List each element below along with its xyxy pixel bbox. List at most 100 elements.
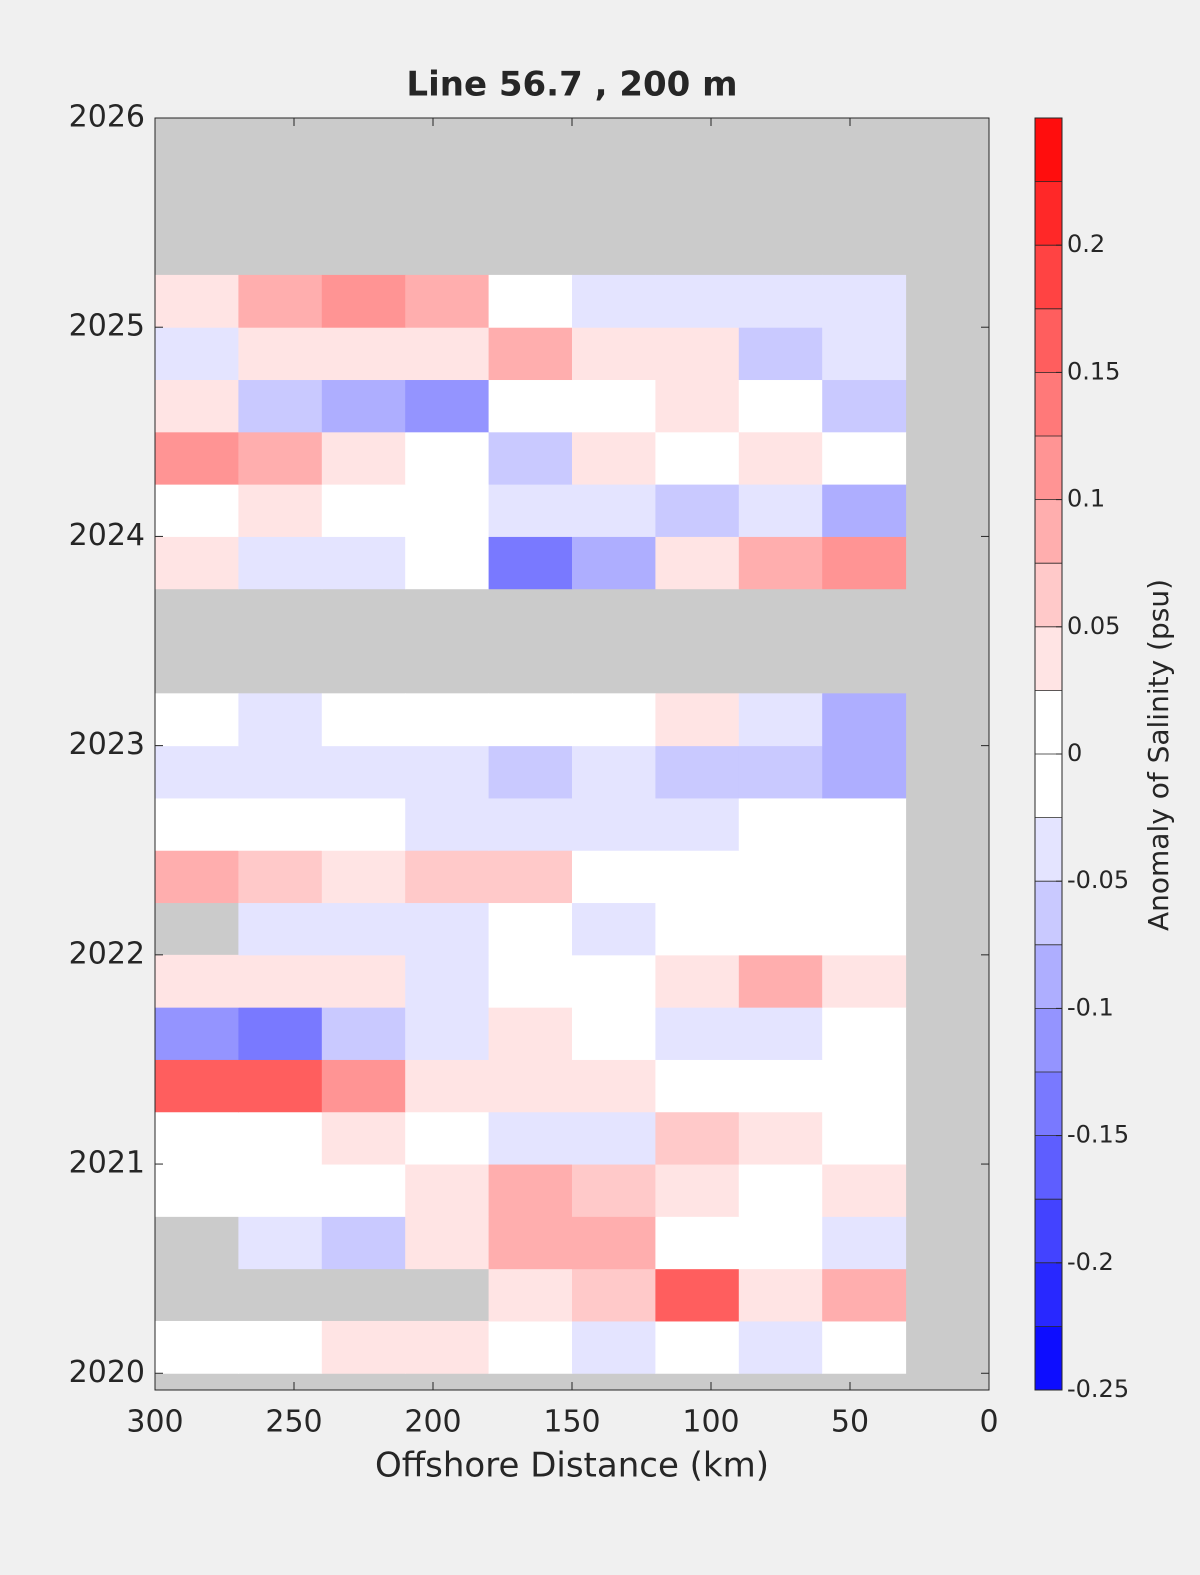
- colorbar-tick-label: -0.1: [1067, 993, 1114, 1021]
- contour-cell: [655, 379, 740, 433]
- contour-cell: [655, 1268, 740, 1322]
- contour-cell: [572, 1059, 656, 1113]
- contour-cell: [238, 1111, 323, 1165]
- colorbar-swatch: [1035, 499, 1062, 564]
- contour-cell: [405, 274, 490, 328]
- contour-cell: [238, 1164, 323, 1217]
- colorbar-swatch: [1035, 563, 1062, 628]
- contour-cell: [238, 379, 323, 433]
- contour-cell: [655, 693, 740, 747]
- contour-cell: [655, 431, 740, 485]
- contour-cell: [321, 1111, 406, 1165]
- contour-cell: [238, 1059, 323, 1113]
- contour-cell: [155, 797, 239, 851]
- contour-cell: [238, 484, 323, 537]
- contour-cell: [822, 379, 907, 433]
- contour-cell: [655, 484, 740, 537]
- x-axis-label: Offshore Distance (km): [375, 1446, 769, 1486]
- contour-cell: [488, 327, 573, 381]
- contour-cell: [655, 1059, 740, 1113]
- contour-cell: [738, 954, 823, 1008]
- contour-cell: [738, 850, 823, 904]
- contour-cell: [738, 1059, 823, 1113]
- contour-cell: [655, 327, 740, 381]
- contour-cell: [405, 954, 490, 1008]
- contour-cell: [405, 902, 490, 956]
- contour-cell: [738, 797, 823, 851]
- contour-cell: [321, 850, 406, 904]
- contour-cell: [155, 1111, 239, 1165]
- contour-cell: [822, 1111, 907, 1165]
- contour-cell: [572, 484, 656, 537]
- contour-cell: [572, 797, 656, 851]
- contour-cell: [321, 1059, 406, 1113]
- y-tick-label: 2024: [69, 518, 145, 553]
- colorbar-swatch: [1035, 372, 1062, 437]
- contour-cell: [238, 431, 323, 485]
- contour-cell: [655, 1320, 740, 1374]
- contour-cell: [822, 745, 907, 799]
- contour-cell: [488, 536, 573, 590]
- contour-cell: [155, 379, 239, 433]
- contour-cell: [321, 745, 406, 799]
- colorbar-swatch: [1035, 181, 1062, 246]
- colorbar-tick-label: 0.2: [1067, 230, 1105, 258]
- contour-cell: [321, 693, 406, 747]
- contour-cell: [405, 797, 490, 851]
- contour-cell: [572, 327, 656, 381]
- y-tick-label: 2022: [69, 936, 145, 971]
- contour-cell: [822, 1216, 907, 1270]
- colorbar-tick-label: -0.2: [1067, 1248, 1114, 1276]
- contour-cell: [155, 431, 239, 485]
- contour-cell: [155, 1059, 239, 1113]
- contour-cell: [321, 1007, 406, 1060]
- colorbar-swatch: [1035, 118, 1062, 183]
- x-tick-label: 50: [831, 1405, 869, 1440]
- contour-cell: [738, 745, 823, 799]
- x-tick-label: 150: [543, 1405, 600, 1440]
- colorbar-swatch: [1035, 308, 1062, 373]
- contour-cell: [488, 902, 573, 956]
- contour-cell: [655, 1216, 740, 1270]
- colorbar-tick-label: -0.15: [1067, 1121, 1129, 1149]
- contour-cell: [738, 902, 823, 956]
- contour-cell: [488, 1268, 573, 1322]
- contour-cell: [572, 745, 656, 799]
- contour-cell: [321, 431, 406, 485]
- contour-cell: [488, 379, 573, 433]
- contour-cell: [822, 902, 907, 956]
- contour-cell: [155, 850, 239, 904]
- contour-cell: [738, 379, 823, 433]
- colorbar-tick-label: 0.15: [1067, 357, 1120, 385]
- colorbar-tick-label: 0: [1067, 739, 1082, 767]
- contour-cell: [405, 745, 490, 799]
- colorbar-swatch: [1035, 1008, 1062, 1073]
- contour-cell: [238, 954, 323, 1008]
- y-tick-label: 2025: [69, 309, 145, 344]
- y-tick-label: 2023: [69, 727, 145, 762]
- contour-cell: [238, 1216, 323, 1270]
- contour-cell: [405, 484, 490, 537]
- contour-cell: [238, 850, 323, 904]
- contour-cell: [822, 327, 907, 381]
- contour-cell: [655, 902, 740, 956]
- contour-cell: [738, 1164, 823, 1217]
- colorbar-tick-label: 0.05: [1067, 612, 1120, 640]
- contour-cell: [488, 850, 573, 904]
- contour-cell: [155, 1320, 239, 1374]
- contour-cell: [405, 1164, 490, 1217]
- contour-cell: [572, 379, 656, 433]
- contour-cell: [738, 1007, 823, 1060]
- contour-cell: [405, 1007, 490, 1060]
- contour-cell: [238, 745, 323, 799]
- contour-cell: [655, 1007, 740, 1060]
- colorbar-tick-label: -0.25: [1067, 1375, 1129, 1403]
- contour-cell: [572, 1268, 656, 1322]
- x-tick-label: 200: [404, 1405, 461, 1440]
- contour-cell: [155, 693, 239, 747]
- contour-cell: [405, 1216, 490, 1270]
- contour-cell: [738, 1320, 823, 1374]
- contour-cell: [822, 1007, 907, 1060]
- colorbar-swatch: [1035, 245, 1062, 310]
- contour-cell: [572, 274, 656, 328]
